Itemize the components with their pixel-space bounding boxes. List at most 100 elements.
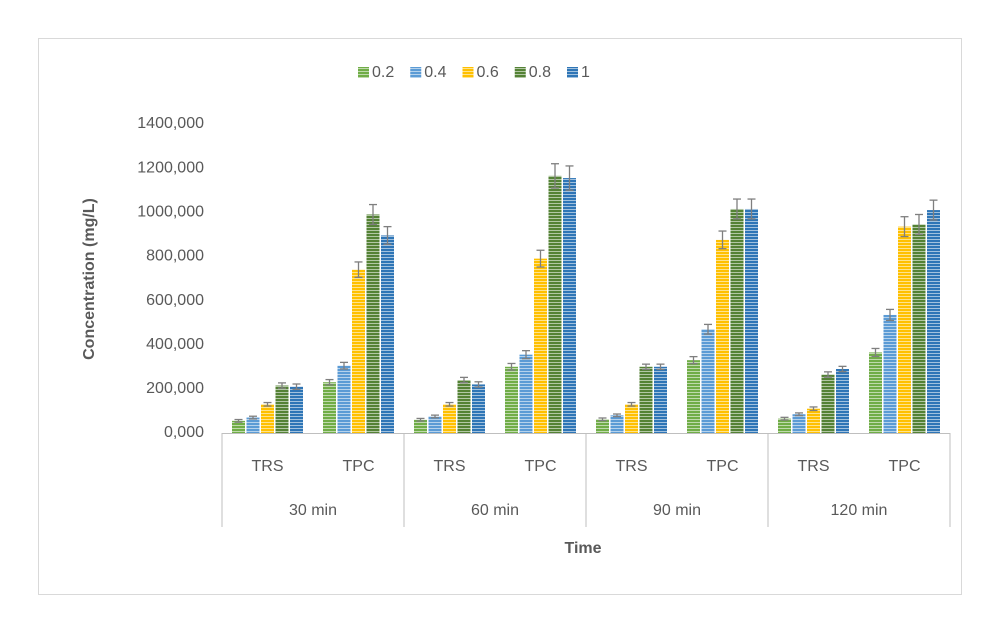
error-bar xyxy=(536,249,545,268)
bar xyxy=(323,382,336,433)
bar xyxy=(563,178,576,433)
legend-swatch xyxy=(410,67,422,78)
error-bar xyxy=(354,261,363,279)
bar xyxy=(927,210,940,433)
error-bar xyxy=(522,350,530,360)
error-bar xyxy=(263,401,272,407)
bar xyxy=(352,269,365,433)
error-bar xyxy=(780,416,789,421)
group-label: 60 min xyxy=(471,502,519,519)
error-bar xyxy=(838,365,847,373)
error-bar xyxy=(383,225,392,245)
bar xyxy=(610,415,624,433)
error-bar xyxy=(704,323,712,335)
bar xyxy=(472,384,485,433)
bar xyxy=(596,419,609,433)
y-tick-label: 600,000 xyxy=(146,292,204,309)
error-bar xyxy=(747,198,756,220)
error-bar xyxy=(460,376,468,384)
legend-label: 0.4 xyxy=(424,64,446,81)
x-tick-label: TPC xyxy=(707,458,739,475)
error-bar xyxy=(416,417,425,422)
y-tick-label: 200,000 xyxy=(146,380,204,397)
bar xyxy=(716,239,729,433)
error-bar xyxy=(824,371,832,378)
y-tick-label: 1000,000 xyxy=(137,204,204,221)
legend: 0.2 0.4 0.6 0.8 1 xyxy=(358,64,590,81)
x-tick-label: TRS xyxy=(434,458,466,475)
error-bar xyxy=(656,363,665,371)
bar xyxy=(534,258,547,433)
group-label: 120 min xyxy=(831,502,888,519)
error-bar xyxy=(733,198,741,220)
bar xyxy=(548,175,562,433)
bar xyxy=(337,365,351,433)
error-bar xyxy=(809,406,818,412)
bar xyxy=(807,408,820,433)
error-bar xyxy=(325,378,334,386)
bar xyxy=(625,404,638,433)
error-bar xyxy=(249,415,257,420)
error-bar xyxy=(915,213,923,236)
x-axis-title: Time xyxy=(564,540,601,557)
error-bar xyxy=(369,203,377,226)
error-bar xyxy=(900,216,909,238)
error-bar xyxy=(642,363,650,371)
bar xyxy=(792,414,806,433)
y-tick-label: 400,000 xyxy=(146,336,204,353)
error-bar xyxy=(627,401,636,407)
bar xyxy=(883,314,897,433)
error-bar xyxy=(886,308,894,322)
bar xyxy=(232,420,245,433)
y-tick-label: 1200,000 xyxy=(137,159,204,176)
bar xyxy=(428,416,442,433)
legend-swatch xyxy=(358,67,369,78)
bar xyxy=(821,374,835,433)
legend-swatch xyxy=(462,67,474,78)
bar xyxy=(505,366,518,433)
x-tick-label: TRS xyxy=(252,458,284,475)
legend-label: 0.2 xyxy=(372,64,394,81)
x-tick-label: TPC xyxy=(889,458,921,475)
bar xyxy=(701,329,715,433)
error-bar xyxy=(551,163,559,189)
bar xyxy=(654,366,667,433)
bar xyxy=(519,354,533,433)
bar xyxy=(290,386,303,433)
legend-label: 0.8 xyxy=(529,64,551,81)
error-bar xyxy=(234,418,243,423)
legend-label: 1 xyxy=(581,64,590,81)
bar xyxy=(366,214,380,433)
error-bar xyxy=(565,165,574,191)
error-bar xyxy=(598,417,607,422)
error-bar xyxy=(689,355,698,365)
chart-border xyxy=(38,38,962,595)
legend-label: 0.6 xyxy=(477,64,499,81)
group-label: 30 min xyxy=(289,502,337,519)
error-bar xyxy=(795,412,803,417)
legend-swatch xyxy=(567,67,578,78)
bar xyxy=(912,224,926,433)
bar xyxy=(745,208,758,433)
error-bar xyxy=(929,199,938,221)
bar xyxy=(898,226,911,433)
y-tick-label: 1400,000 xyxy=(137,115,204,132)
legend-swatch xyxy=(514,67,526,78)
bar xyxy=(414,419,427,433)
y-tick-label: 0,000 xyxy=(164,424,204,441)
bar xyxy=(261,404,274,433)
x-tick-label: TRS xyxy=(798,458,830,475)
error-bar xyxy=(718,230,727,250)
bar xyxy=(246,417,260,433)
bar xyxy=(639,366,653,433)
bar xyxy=(869,352,882,433)
error-bar xyxy=(431,414,439,419)
x-tick-label: TRS xyxy=(616,458,648,475)
bar xyxy=(778,418,791,433)
error-bar xyxy=(507,362,516,371)
bar xyxy=(443,404,456,433)
error-bar xyxy=(278,382,286,389)
bar xyxy=(730,208,744,433)
error-bar xyxy=(474,381,483,388)
